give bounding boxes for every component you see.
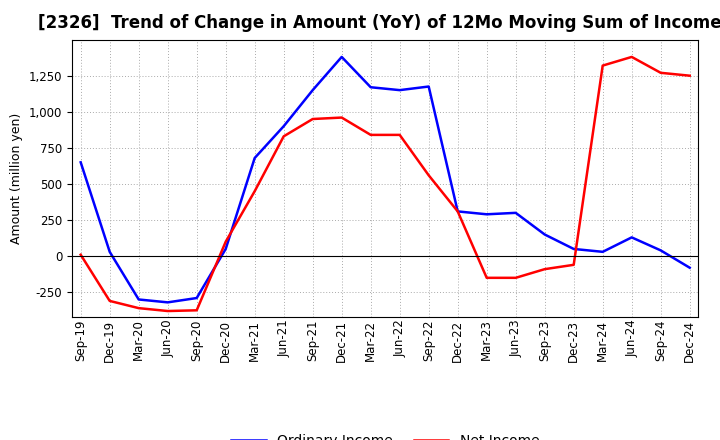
Legend: Ordinary Income, Net Income: Ordinary Income, Net Income bbox=[225, 429, 545, 440]
Ordinary Income bbox=[76, 160, 85, 165]
Ordinary Income bbox=[279, 124, 288, 129]
Net Income bbox=[395, 132, 404, 138]
Net Income bbox=[570, 262, 578, 268]
Net Income bbox=[657, 70, 665, 75]
Line: Net Income: Net Income bbox=[81, 57, 690, 311]
Y-axis label: Amount (million yen): Amount (million yen) bbox=[10, 113, 23, 244]
Net Income bbox=[366, 132, 375, 138]
Net Income bbox=[541, 267, 549, 272]
Net Income bbox=[424, 172, 433, 178]
Ordinary Income bbox=[192, 295, 201, 301]
Net Income bbox=[338, 115, 346, 120]
Ordinary Income bbox=[221, 246, 230, 252]
Ordinary Income bbox=[598, 249, 607, 254]
Ordinary Income bbox=[627, 235, 636, 240]
Ordinary Income bbox=[570, 246, 578, 252]
Ordinary Income bbox=[541, 232, 549, 237]
Net Income bbox=[279, 134, 288, 139]
Net Income bbox=[135, 305, 143, 311]
Ordinary Income bbox=[454, 209, 462, 214]
Net Income bbox=[105, 298, 114, 304]
Ordinary Income bbox=[685, 265, 694, 270]
Ordinary Income bbox=[163, 300, 172, 305]
Ordinary Income bbox=[251, 155, 259, 161]
Net Income bbox=[308, 116, 317, 121]
Line: Ordinary Income: Ordinary Income bbox=[81, 57, 690, 302]
Net Income bbox=[511, 275, 520, 280]
Net Income bbox=[482, 275, 491, 280]
Net Income bbox=[251, 189, 259, 194]
Title: [2326]  Trend of Change in Amount (YoY) of 12Mo Moving Sum of Incomes: [2326] Trend of Change in Amount (YoY) o… bbox=[38, 15, 720, 33]
Net Income bbox=[221, 239, 230, 244]
Ordinary Income bbox=[308, 88, 317, 93]
Ordinary Income bbox=[511, 210, 520, 216]
Ordinary Income bbox=[366, 84, 375, 90]
Net Income bbox=[76, 252, 85, 257]
Net Income bbox=[192, 308, 201, 313]
Ordinary Income bbox=[105, 249, 114, 254]
Ordinary Income bbox=[338, 54, 346, 59]
Net Income bbox=[163, 308, 172, 314]
Net Income bbox=[598, 63, 607, 68]
Net Income bbox=[454, 209, 462, 214]
Ordinary Income bbox=[395, 88, 404, 93]
Ordinary Income bbox=[424, 84, 433, 89]
Ordinary Income bbox=[482, 212, 491, 217]
Ordinary Income bbox=[135, 297, 143, 302]
Ordinary Income bbox=[657, 248, 665, 253]
Net Income bbox=[685, 73, 694, 78]
Net Income bbox=[627, 54, 636, 59]
